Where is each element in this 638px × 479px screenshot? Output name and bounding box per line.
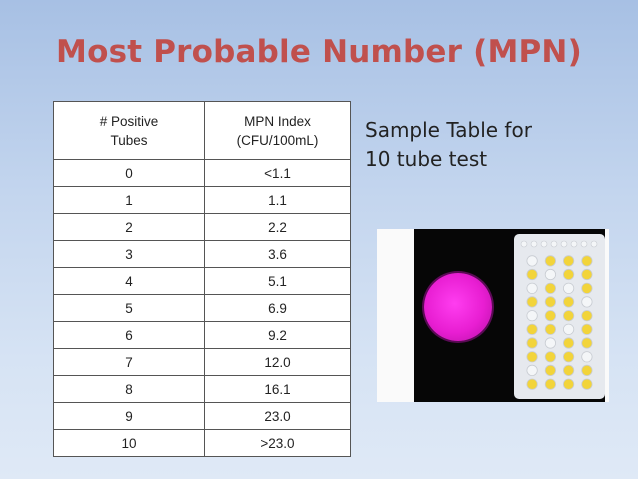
positive-tubes-cell: 1 xyxy=(53,186,205,214)
mpn-table: # Positive Tubes MPN Index (CFU/100mL) 0… xyxy=(53,101,351,457)
positive-well xyxy=(544,323,557,335)
header-line: MPN Index xyxy=(244,113,311,129)
test-tray-wells xyxy=(520,240,598,390)
positive-tubes-cell: 7 xyxy=(53,348,205,376)
table-row: 7 12.0 xyxy=(53,348,351,376)
negative-well xyxy=(526,255,538,267)
positive-well xyxy=(581,378,593,390)
tray-top-well xyxy=(580,240,588,248)
table-header-row: # Positive Tubes MPN Index (CFU/100mL) xyxy=(53,101,351,160)
tray-top-well xyxy=(520,240,528,248)
mpn-index-cell: >23.0 xyxy=(204,429,351,457)
tray-top-well xyxy=(570,240,578,248)
mpn-index-cell: 12.0 xyxy=(204,348,351,376)
tray-top-well xyxy=(560,240,568,248)
positive-well xyxy=(526,351,538,363)
positive-tubes-cell: 0 xyxy=(53,159,205,187)
mpn-index-cell: <1.1 xyxy=(204,159,351,187)
caption-line: Sample Table for xyxy=(365,118,532,142)
positive-tubes-cell: 5 xyxy=(53,294,205,322)
positive-well xyxy=(581,310,593,322)
positive-well xyxy=(581,282,593,294)
mpn-index-cell: 2.2 xyxy=(204,213,351,241)
negative-well xyxy=(544,337,557,349)
positive-tubes-cell: 3 xyxy=(53,240,205,268)
mpn-index-cell: 1.1 xyxy=(204,186,351,214)
table-caption: Sample Table for 10 tube test xyxy=(365,116,625,174)
test-tray xyxy=(514,234,605,399)
positive-tubes-cell: 10 xyxy=(53,429,205,457)
positive-well xyxy=(526,268,538,281)
positive-well xyxy=(562,268,575,281)
tray-top-well xyxy=(530,240,538,248)
slide-title: Most Probable Number (MPN) xyxy=(56,34,582,70)
positive-well xyxy=(562,337,575,349)
positive-well xyxy=(581,337,593,349)
negative-well xyxy=(526,364,538,377)
table-row: 5 6.9 xyxy=(53,294,351,322)
positive-well xyxy=(544,364,557,377)
positive-well xyxy=(544,378,557,390)
table-row: 3 3.6 xyxy=(53,240,351,268)
positive-well xyxy=(562,310,575,322)
table-row: 0 <1.1 xyxy=(53,159,351,187)
table-row: 8 16.1 xyxy=(53,375,351,403)
negative-well xyxy=(562,282,575,294)
positive-well xyxy=(526,296,538,308)
positive-well xyxy=(526,378,538,390)
negative-well xyxy=(526,282,538,294)
table-row: 2 2.2 xyxy=(53,213,351,241)
positive-tubes-cell: 8 xyxy=(53,375,205,403)
table-row: 6 9.2 xyxy=(53,321,351,349)
positive-tubes-cell: 6 xyxy=(53,321,205,349)
header-line: Tubes xyxy=(110,132,148,148)
mpn-index-cell: 5.1 xyxy=(204,267,351,295)
table-row: 9 23.0 xyxy=(53,402,351,430)
negative-well xyxy=(581,296,593,308)
positive-well xyxy=(562,255,575,267)
negative-well xyxy=(544,268,557,281)
petri-dish xyxy=(424,273,492,341)
positive-well xyxy=(562,364,575,377)
header-line: (CFU/100mL) xyxy=(236,132,319,148)
positive-well xyxy=(526,337,538,349)
tray-top-well xyxy=(540,240,548,248)
mpn-index-cell: 3.6 xyxy=(204,240,351,268)
mpn-index-cell: 23.0 xyxy=(204,402,351,430)
mpn-index-cell: 16.1 xyxy=(204,375,351,403)
positive-tubes-cell: 2 xyxy=(53,213,205,241)
mpn-index-cell: 9.2 xyxy=(204,321,351,349)
positive-tubes-cell: 9 xyxy=(53,402,205,430)
positive-well xyxy=(581,364,593,377)
header-line: # Positive xyxy=(99,113,159,129)
positive-well xyxy=(544,351,557,363)
negative-well xyxy=(526,310,538,322)
table-row: 4 5.1 xyxy=(53,267,351,295)
sample-photo xyxy=(377,229,609,402)
positive-well xyxy=(581,323,593,335)
positive-well xyxy=(562,351,575,363)
tray-top-well xyxy=(550,240,558,248)
caption-line: 10 tube test xyxy=(365,147,488,171)
tray-top-well xyxy=(590,240,598,248)
negative-well xyxy=(562,323,575,335)
positive-well xyxy=(581,268,593,281)
table-row: 10 >23.0 xyxy=(53,429,351,457)
header-positive-tubes: # Positive Tubes xyxy=(53,101,205,160)
positive-well xyxy=(581,255,593,267)
positive-well xyxy=(544,310,557,322)
positive-well xyxy=(526,323,538,335)
mpn-index-cell: 6.9 xyxy=(204,294,351,322)
table-row: 1 1.1 xyxy=(53,186,351,214)
header-mpn-index: MPN Index (CFU/100mL) xyxy=(204,101,351,160)
positive-well xyxy=(562,378,575,390)
positive-well xyxy=(562,296,575,308)
positive-well xyxy=(544,282,557,294)
positive-well xyxy=(544,296,557,308)
negative-well xyxy=(581,351,593,363)
positive-tubes-cell: 4 xyxy=(53,267,205,295)
positive-well xyxy=(544,255,557,267)
